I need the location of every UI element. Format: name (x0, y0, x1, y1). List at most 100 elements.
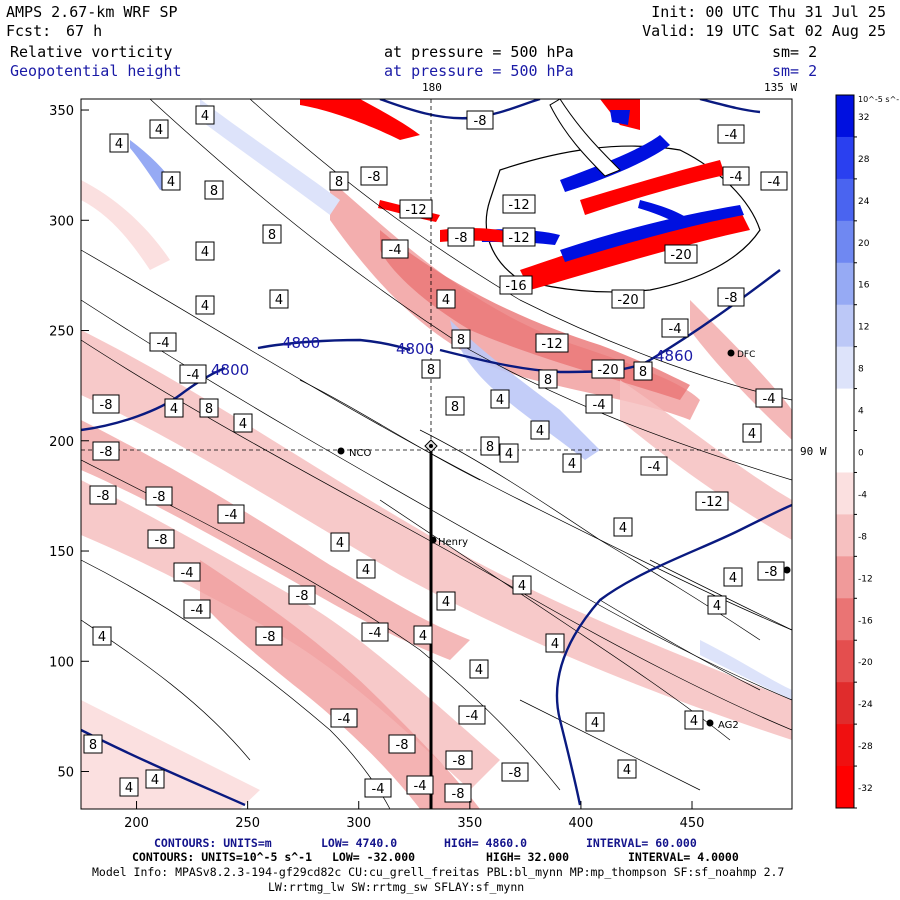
contour-label: 4 (530, 420, 550, 440)
contour-label: 8 (204, 180, 224, 200)
height-label: 4800 (396, 340, 434, 358)
contour-label: -4 (330, 708, 358, 728)
colorbar-swatch (836, 262, 854, 306)
svg-text:8: 8 (268, 228, 276, 243)
contour-label: -8 (288, 585, 316, 605)
contour-label: -8 (466, 110, 494, 130)
svg-text:4: 4 (275, 293, 283, 308)
svg-text:-8: -8 (263, 630, 276, 645)
svg-text:-4: -4 (763, 392, 776, 407)
svg-text:4: 4 (518, 579, 526, 594)
svg-text:4: 4 (619, 521, 627, 536)
contour-label: 8 (633, 361, 653, 381)
colorbar-tick-label: -12 (858, 574, 873, 584)
contour-label: -8 (255, 626, 283, 646)
storm-complex (560, 205, 744, 262)
x-tick-label: 250 (235, 816, 260, 831)
contour-label: -4 (760, 171, 788, 191)
contour-label: 4 (164, 398, 184, 418)
colorbar-swatch (836, 556, 854, 599)
station-label-nco: NCO (349, 448, 371, 459)
svg-text:4: 4 (713, 599, 721, 614)
contour-label: 4 (161, 171, 181, 191)
contour-label: -4 (722, 166, 750, 186)
svg-text:4: 4 (362, 563, 370, 578)
y-tick-label: 200 (49, 435, 74, 450)
contour-label: -8 (447, 227, 475, 247)
contour-label: 4 (195, 241, 215, 261)
contour-label: 4 (195, 295, 215, 315)
neg-vorticity-band (81, 330, 792, 740)
contour-label: 4 (233, 413, 253, 433)
storm-complex (300, 99, 420, 140)
svg-text:4: 4 (201, 299, 209, 314)
colorbar-tick-label: 16 (858, 281, 870, 291)
station-dot-ag2 (706, 719, 714, 727)
footer-vort-units: CONTOURS: UNITS=10^-5 s^-1 (132, 850, 313, 864)
svg-text:8: 8 (335, 175, 343, 190)
svg-text:8: 8 (544, 373, 552, 388)
svg-text:-4: -4 (225, 508, 238, 523)
x-axis: 200 250 300 350 400 450 (124, 801, 704, 831)
svg-text:4: 4 (442, 293, 450, 308)
svg-text:4: 4 (505, 447, 513, 462)
station-dot-dfc (727, 349, 735, 357)
y-tick-label: 300 (49, 214, 74, 229)
neg-vorticity-band (81, 420, 470, 660)
contour-label: 4 (119, 777, 139, 797)
colorbar-swatch (836, 598, 854, 641)
contour-label: 8 (262, 224, 282, 244)
field1-level: at pressure = 500 hPa (384, 43, 574, 61)
svg-text:4: 4 (151, 773, 159, 788)
storm-complex (580, 160, 725, 215)
contour-label: 4 (585, 712, 605, 732)
contour-label: -4 (149, 332, 177, 352)
field1-name: Relative vorticity (10, 43, 173, 61)
colorbar-swatch (836, 766, 854, 809)
svg-text:-8: -8 (153, 490, 166, 505)
svg-text:4: 4 (551, 637, 559, 652)
contour-label: -20 (611, 289, 645, 309)
contour-label: -4 (183, 599, 211, 619)
contour-label: 4 (145, 769, 165, 789)
svg-text:8: 8 (486, 440, 494, 455)
svg-text:4: 4 (568, 457, 576, 472)
colorbar-tick-label: 0 (858, 449, 864, 459)
colorbar-swatch (836, 724, 854, 767)
svg-text:4: 4 (125, 781, 133, 796)
svg-text:-8: -8 (474, 114, 487, 129)
contour-label: 4 (330, 532, 350, 552)
svg-text:-4: -4 (191, 603, 204, 618)
station-dot-nco (337, 447, 345, 455)
neg-vorticity-band (81, 180, 170, 270)
svg-text:4: 4 (496, 393, 504, 408)
contour-label: 8 (199, 398, 219, 418)
svg-text:8: 8 (427, 363, 435, 378)
pos-vorticity-band (450, 320, 600, 460)
footer-vort-low: LOW= -32.000 (332, 850, 416, 864)
colorbar-swatch (836, 95, 854, 138)
colorbar-swatch (836, 346, 854, 390)
lon-135w-label: 135 W (764, 81, 798, 94)
neg-vorticity-band (620, 380, 792, 540)
svg-text:-8: -8 (155, 533, 168, 548)
contour-label: 4 (92, 626, 112, 646)
colorbar-swatch (836, 178, 854, 222)
contour-label: -8 (89, 485, 117, 505)
svg-text:4: 4 (239, 417, 247, 432)
colorbar-tick-label: 24 (858, 197, 870, 207)
svg-text:8: 8 (639, 365, 647, 380)
colorbar: 32 28 24 20 16 12 8 4 0 -4 -8 -12 -16 -20 -24 -28 -32 (835, 94, 873, 809)
colorbar-tick-label: -32 (858, 784, 873, 794)
contour-label: -12 (502, 194, 536, 214)
contour-label: -4 (661, 318, 689, 338)
contour-label: 8 (83, 734, 103, 754)
contour-label: 4 (490, 389, 510, 409)
svg-text:4: 4 (536, 424, 544, 439)
contour-label: 8 (451, 329, 471, 349)
height-label: 4800 (282, 334, 320, 352)
lon-180-label: 180 (422, 81, 442, 94)
station-dot-edge (783, 566, 791, 574)
colorbar-tick-label: -24 (858, 700, 873, 710)
contour-label: -12 (502, 227, 536, 247)
